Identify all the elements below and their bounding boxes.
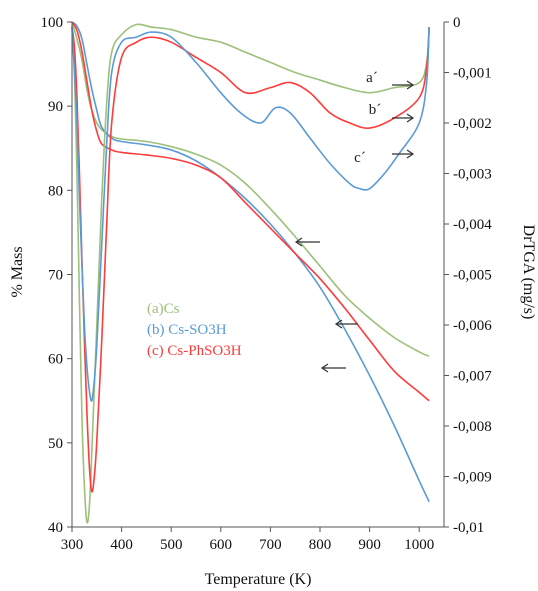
derivative-curve-5 xyxy=(71,27,430,402)
arrow-right-b xyxy=(392,113,415,123)
x-tick-label: 1000 xyxy=(404,537,434,553)
arrow-left-b xyxy=(334,319,358,329)
y-tick-label: 60 xyxy=(48,352,63,368)
y2-tick-label: -0,009 xyxy=(453,470,492,486)
legend-entry: (a)Cs xyxy=(147,301,180,317)
curve-label: a´ xyxy=(366,70,378,86)
arrow-right-c xyxy=(392,149,415,159)
y2-tick-label: -0,006 xyxy=(453,318,492,334)
axis-ticks: 300 400 500 600 700 800 900 1000405060708090100… xyxy=(41,15,493,553)
y-tick-label: 50 xyxy=(48,436,63,452)
x-tick-label: 800 xyxy=(309,537,332,553)
y2-tick-label: -0,001 xyxy=(453,66,492,82)
y-tick-label: 70 xyxy=(48,268,63,284)
legend-entry: (c) Cs-PhSO3H xyxy=(147,343,242,359)
annotation-arrows xyxy=(294,80,415,373)
x-tick-label: 700 xyxy=(259,537,282,553)
legend: (a)Cs (b) Cs-SO3H (c) Cs-PhSO3H xyxy=(147,301,242,359)
x-tick-label: 300 xyxy=(61,537,84,553)
legend-entry: (b) Cs-SO3H xyxy=(147,322,227,338)
x-tick-label: 900 xyxy=(358,537,381,553)
mass-curve-1 xyxy=(71,21,430,503)
y-tick-label: 100 xyxy=(41,15,64,31)
y2-tick-label: -0,003 xyxy=(453,167,492,183)
plot-curves xyxy=(71,21,430,524)
y-axis-title: % Mass xyxy=(9,246,26,297)
arrow-left-a xyxy=(294,237,320,247)
y2-tick-label: -0,002 xyxy=(453,116,492,132)
arrow-right-a xyxy=(392,80,415,90)
derivative-curve-3 xyxy=(71,23,430,524)
y2-axis-title: DrTGA (mg/s) xyxy=(520,225,537,320)
y2-tick-label: -0,01 xyxy=(453,520,484,536)
y2-tick-label: -0,007 xyxy=(453,369,492,385)
curve-labels: a´ b´ c´ xyxy=(354,70,381,166)
arrow-left-c xyxy=(320,363,346,373)
y-tick-label: 80 xyxy=(48,183,63,199)
x-tick-label: 400 xyxy=(110,537,133,553)
y2-tick-label: -0,008 xyxy=(453,419,492,435)
y2-tick-label: 0 xyxy=(453,15,461,31)
x-tick-label: 600 xyxy=(210,537,233,553)
curve-label: c´ xyxy=(354,150,366,166)
curve-label: b´ xyxy=(369,102,382,118)
y-tick-label: 90 xyxy=(48,99,63,115)
x-tick-label: 500 xyxy=(160,537,183,553)
y-tick-label: 40 xyxy=(48,520,63,536)
y2-tick-label: -0,004 xyxy=(453,217,492,233)
y2-tick-label: -0,005 xyxy=(453,268,492,284)
x-axis-title: Temperature (K) xyxy=(205,571,312,588)
